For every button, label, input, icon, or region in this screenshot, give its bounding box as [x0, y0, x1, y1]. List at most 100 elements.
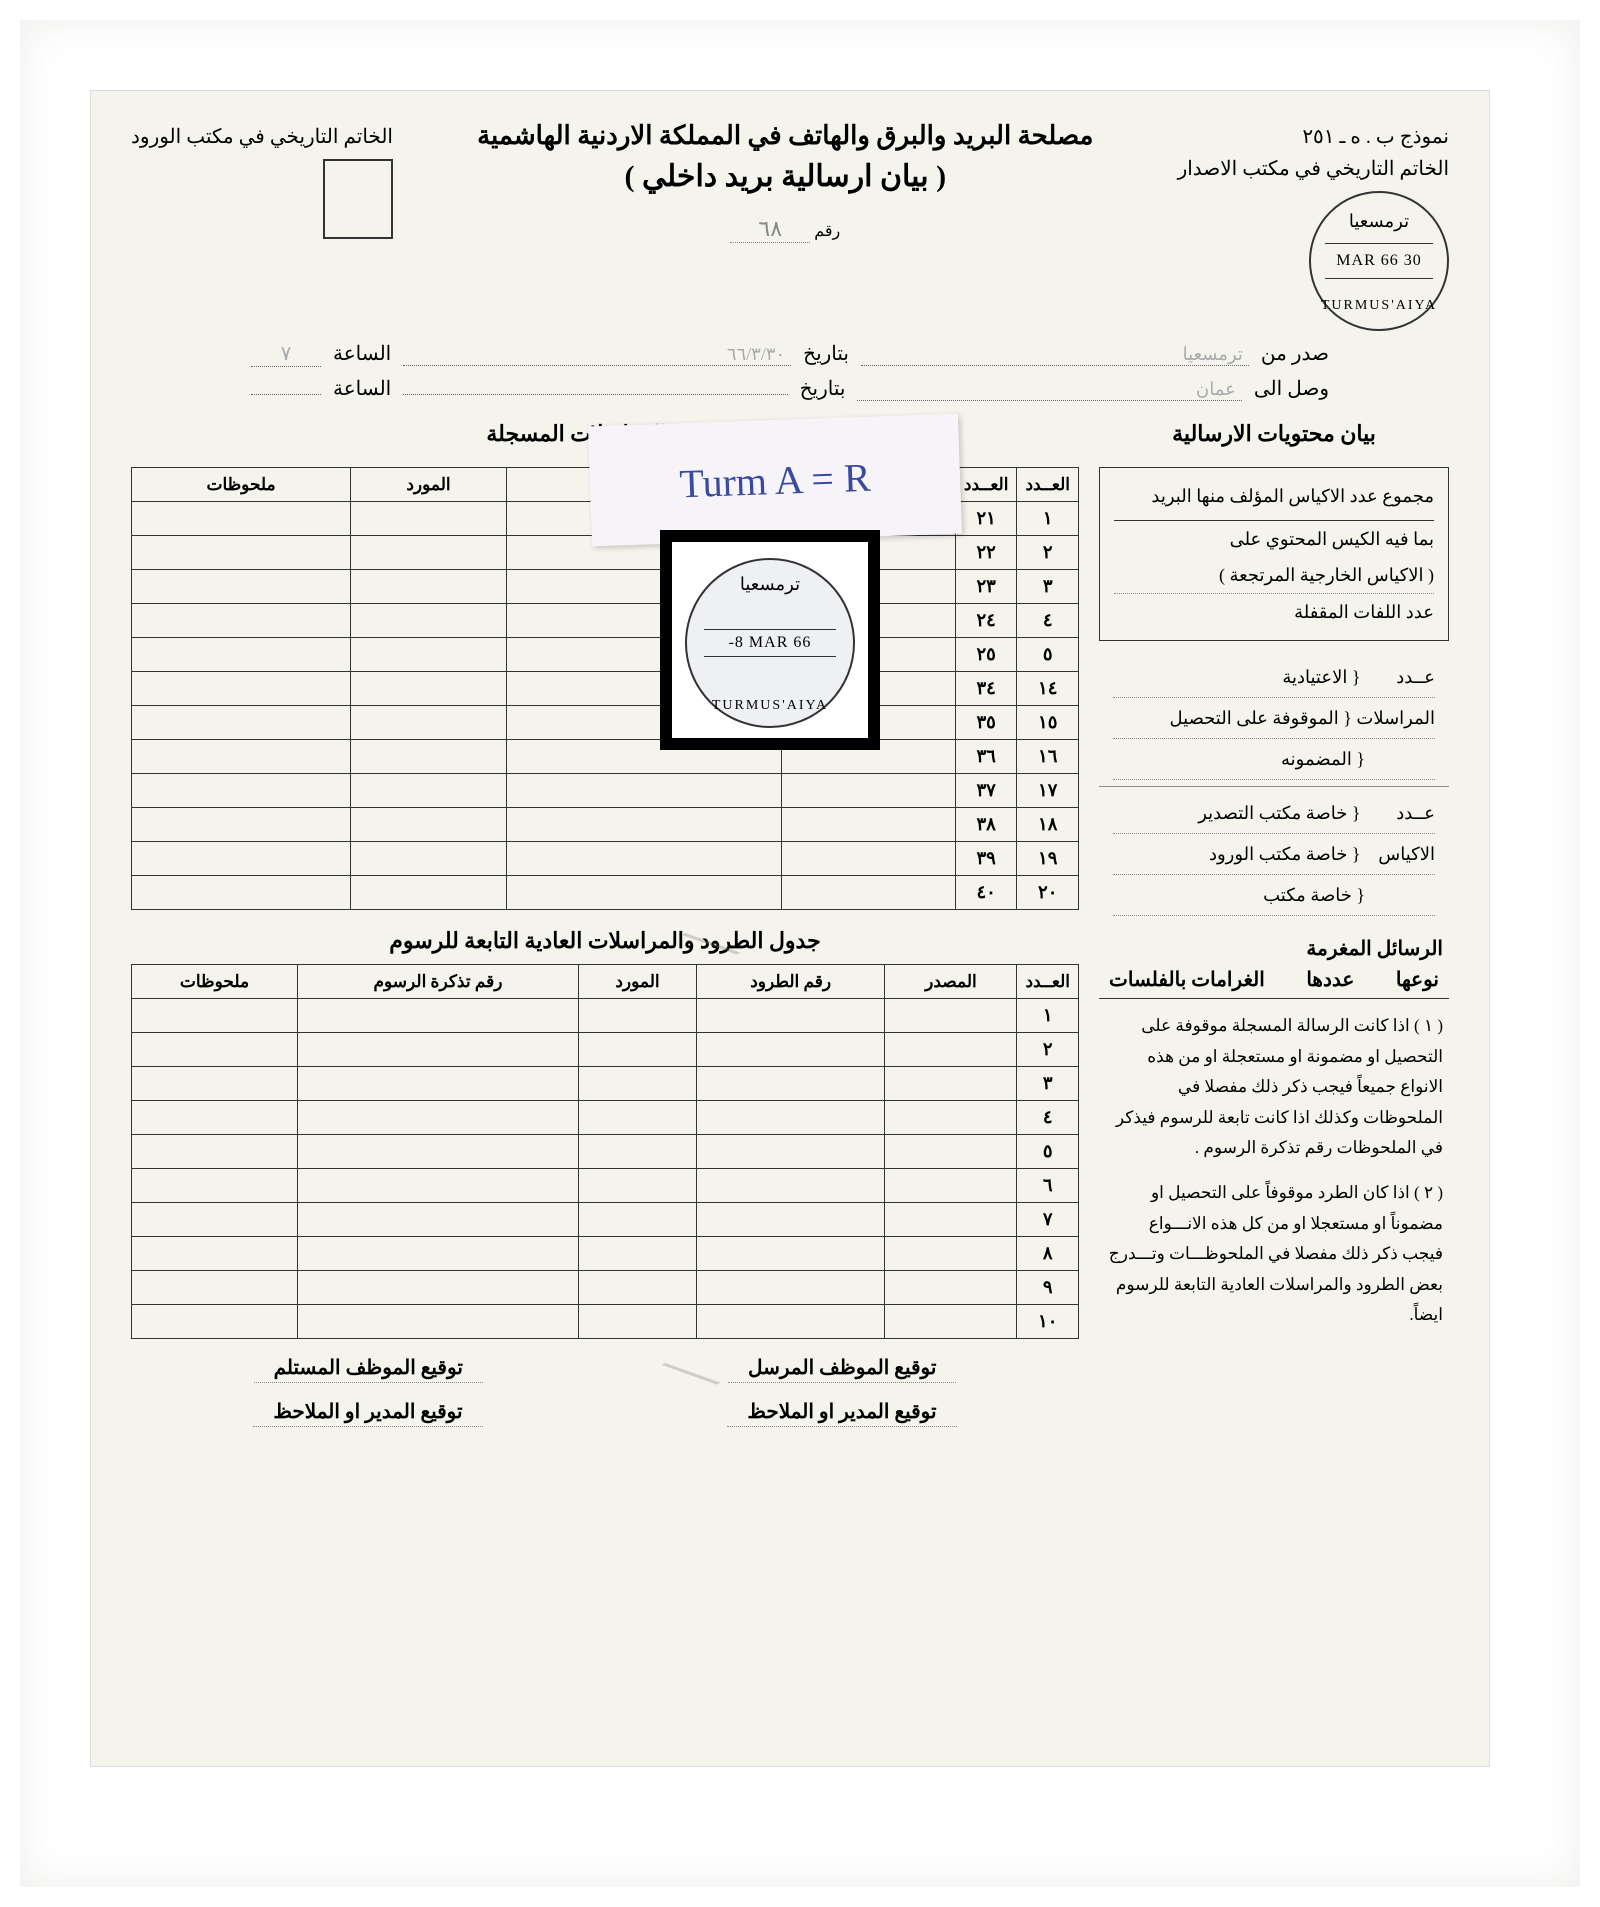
postmark-city-en: TURMUS'AIYA [1321, 295, 1437, 317]
sent-from-label: صدر من [1261, 341, 1329, 366]
table-row: ١ [132, 999, 1079, 1033]
arrival-stamp-box [323, 159, 393, 239]
table-cell [351, 808, 507, 842]
table-row: ٥٢٥ [132, 638, 1079, 672]
table-cell [696, 1305, 884, 1339]
table-row: ٥ [132, 1135, 1079, 1169]
table-cell [885, 999, 1017, 1033]
row-number: ٣ [1017, 570, 1079, 604]
table-cell [351, 536, 507, 570]
table-cell [781, 842, 955, 876]
row-number: ٧ [1017, 1203, 1079, 1237]
table-cell [781, 774, 955, 808]
row-number: ١ [1017, 502, 1079, 536]
header-center: مصلحة البريد والبرق والهاتف في المملكة ا… [393, 121, 1178, 243]
table-cell [885, 1237, 1017, 1271]
table-cell [132, 1135, 298, 1169]
date-value: ٦٦/٣/٣٠ [403, 344, 791, 366]
footnotes: ( ١ ) اذا كانت الرسالة المسجلة موقوفة عل… [1099, 999, 1449, 1357]
postmark-city-ar: ترمسعيا [1349, 207, 1409, 236]
cod: الموقوفة على التحصيل [1170, 708, 1339, 728]
arrival-office: خاصة مكتب الورود [1209, 844, 1347, 864]
table-cell [132, 999, 298, 1033]
table-cell [579, 1271, 697, 1305]
table-cell [696, 1101, 884, 1135]
date-label: بتاريخ [803, 341, 849, 366]
row-number: ١٧ [1017, 774, 1079, 808]
table-cell [579, 1067, 697, 1101]
table-cell [696, 1237, 884, 1271]
arrived-value: عمان [857, 379, 1241, 401]
table-row: ١٩٣٩ [132, 842, 1079, 876]
table-cell [132, 1169, 298, 1203]
table-cell [885, 1067, 1017, 1101]
form-number: ٦٨ [730, 216, 810, 243]
table-cell [297, 1271, 578, 1305]
form-model-no: نموذج ب . ه ـ ٢٥١ [1178, 121, 1449, 153]
header-left-block: الخاتم التاريخي في مكتب الورود [131, 121, 393, 239]
table-row: ٤ [132, 1101, 1079, 1135]
page: نموذج ب . ه ـ ٢٥١ الخاتم التاريخي في مكت… [20, 20, 1580, 1887]
parcels-title: جدول الطرود والمراسلات العادية التابعة ل… [131, 928, 1079, 954]
containing-bag: بما فيه الكيس المحتوي على [1114, 521, 1434, 557]
insured-type: المضمونه [1281, 749, 1352, 769]
table-row: ١٠ [132, 1305, 1079, 1339]
table-cell [132, 842, 351, 876]
row-number: ٥ [1017, 638, 1079, 672]
table-row: ٨ [132, 1237, 1079, 1271]
stamp-city-en: TURMUS'AIYA [712, 698, 828, 714]
row-number: ٦ [1017, 1169, 1079, 1203]
table-cell [506, 876, 781, 910]
ordinary: الاعتيادية [1282, 667, 1347, 687]
table-cell [132, 1203, 298, 1237]
table-cell [696, 1033, 884, 1067]
sig-sender: توقيع الموظف المرسل [728, 1355, 956, 1383]
bags-count: عــدد { خاصة مكتب التصدير الاكياس { خاصة… [1099, 786, 1449, 922]
table-row: ٢٠٤٠ [132, 876, 1079, 910]
table-cell [132, 536, 351, 570]
table-cell [132, 1033, 298, 1067]
parcels-table: العــددالمصدررقم الطرودالموردرقم تذكرة ا… [131, 964, 1079, 1339]
table-cell [351, 570, 507, 604]
table-cell [132, 570, 351, 604]
table-row: ٩ [132, 1271, 1079, 1305]
sig-supervisor-2: توقيع المدير او الملاحظ [253, 1399, 482, 1427]
table-cell [297, 1101, 578, 1135]
table-cell [351, 604, 507, 638]
table-cell [132, 808, 351, 842]
signature-row-2: توقيع المدير او الملاحظ توقيع المدير او … [131, 1399, 1079, 1427]
table-cell [297, 1033, 578, 1067]
table-cell [132, 1067, 298, 1101]
table2-header: رقم تذكرة الرسوم [297, 965, 578, 999]
table-cell [297, 999, 578, 1033]
table-cell [297, 1135, 578, 1169]
arr-date [403, 375, 787, 395]
table-cell [696, 1271, 884, 1305]
table-cell [579, 1135, 697, 1169]
table-cell [351, 502, 507, 536]
handwritten-note: Turm A = R [588, 414, 962, 547]
sig-receiver: توقيع الموظف المستلم [254, 1355, 483, 1383]
org-name: مصلحة البريد والبرق والهاتف في المملكة ا… [393, 121, 1178, 151]
table1-header: العــدد [955, 468, 1017, 502]
row-number: ١٥ [1017, 706, 1079, 740]
table-cell [351, 672, 507, 706]
insured-title: الرسائل المغرمة [1105, 936, 1443, 961]
table-cell [351, 876, 507, 910]
time-value: ٧ [251, 341, 321, 367]
row-number: ٣٤ [955, 672, 1017, 706]
insured-headers: نوعها عددها الغرامات بالفلسات [1099, 967, 1449, 999]
table-cell [579, 1203, 697, 1237]
row-number: ١٠ [1017, 1305, 1079, 1339]
row-number: ٢ [1017, 536, 1079, 570]
table-cell [132, 740, 351, 774]
table-cell [351, 638, 507, 672]
table-cell [297, 1305, 578, 1339]
type-hdr: نوعها [1396, 967, 1439, 992]
table-cell [506, 808, 781, 842]
table-cell [579, 1169, 697, 1203]
table-row: ١٤٣٤ [132, 672, 1079, 706]
table-cell [132, 502, 351, 536]
total-bags: مجموع عدد الاكياس المؤلف منها البريد [1114, 478, 1434, 521]
office-other: خاصة مكتب [1263, 885, 1352, 905]
